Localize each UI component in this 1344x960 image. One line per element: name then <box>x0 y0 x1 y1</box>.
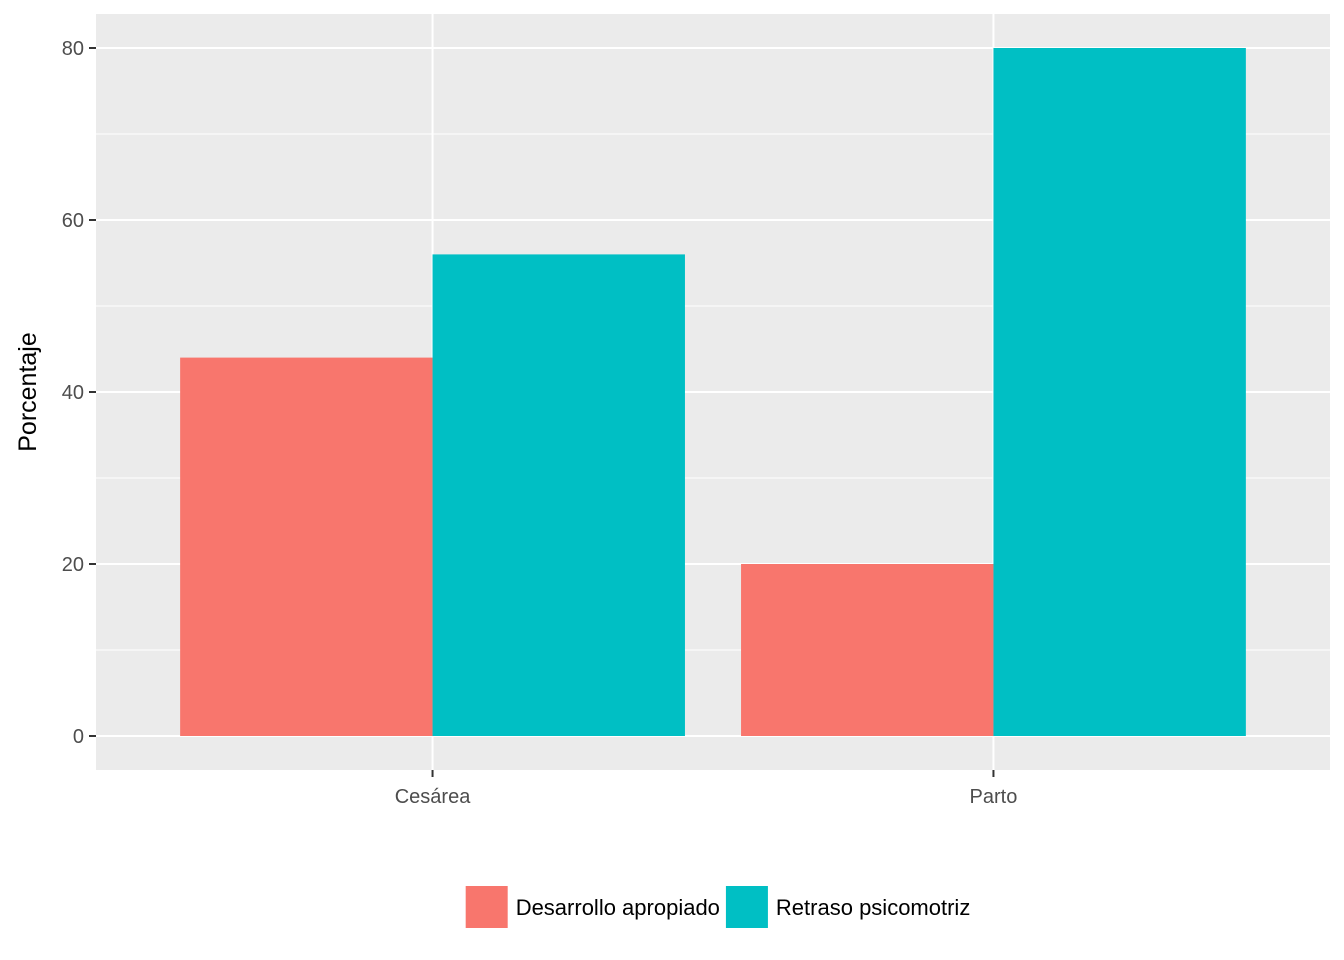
x-tick-label: Cesárea <box>395 786 471 808</box>
y-tick-label: 40 <box>62 382 84 404</box>
legend-swatch <box>725 886 768 928</box>
bar <box>993 48 1246 736</box>
y-tick-label: 80 <box>62 38 84 60</box>
legend-swatch <box>465 886 508 928</box>
y-tick-label: 20 <box>62 554 84 576</box>
x-tick-label: Parto <box>970 786 1018 808</box>
bar <box>741 564 994 736</box>
bars <box>180 48 1246 736</box>
x-axis: Cesárea Parto <box>395 770 1018 808</box>
bar <box>432 254 685 736</box>
bar <box>180 357 433 736</box>
legend: Desarrollo apropiado Retraso psicomotriz <box>465 886 970 928</box>
legend-label: Retraso psicomotriz <box>776 895 970 920</box>
legend-label: Desarrollo apropiado <box>516 895 720 920</box>
y-tick-label: 0 <box>73 726 84 748</box>
y-axis-title: Porcentaje <box>14 332 42 452</box>
y-tick-label: 60 <box>62 210 84 232</box>
y-axis: 0 20 40 60 80 <box>62 38 96 748</box>
